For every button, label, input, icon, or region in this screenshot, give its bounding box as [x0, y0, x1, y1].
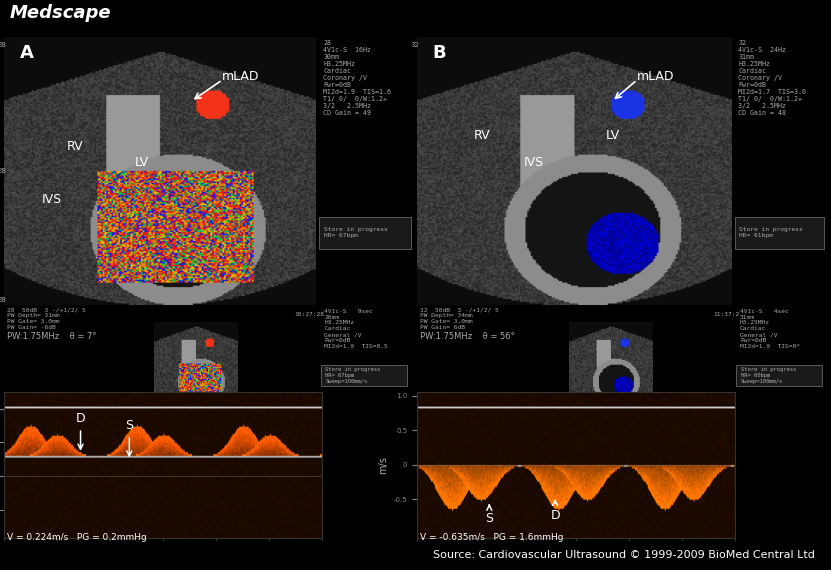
Text: 32: 32 — [411, 42, 420, 48]
Text: S: S — [485, 505, 494, 524]
Text: B: B — [433, 44, 446, 63]
Text: 32
4V1c-S  24Hz
31mm
H3.25MHz
Cardiac
Coronary /V
Pwr=0dB
MI2d=1.7  TIS=3.0
T1/ : 32 4V1c-S 24Hz 31mm H3.25MHz Cardiac Cor… — [739, 40, 806, 116]
Text: S: S — [125, 419, 133, 456]
Text: D: D — [76, 412, 86, 449]
Text: Store in progress
HR= 67bpm: Store in progress HR= 67bpm — [324, 227, 388, 238]
Text: 28: 28 — [0, 168, 7, 174]
Text: V = -0.635m/s   PG = 1.6mmHg: V = -0.635m/s PG = 1.6mmHg — [420, 533, 564, 542]
Text: Store in progress
HR= 60bpm
Sweep=100mm/s: Store in progress HR= 60bpm Sweep=100mm/… — [740, 367, 796, 384]
Text: 28
4V1c-S  16Hz
30mm
H3.25MHz
Cardiac
Coronary /V
Pwr=0dB
MI2d=1.9  TIS=1.6
T1/ : 28 4V1c-S 16Hz 30mm H3.25MHz Cardiac Cor… — [323, 40, 391, 116]
Text: IVS: IVS — [524, 156, 544, 169]
Text: Store in progress
HR= 67bpm
Sweep=100mm/s: Store in progress HR= 67bpm Sweep=100mm/… — [325, 367, 381, 384]
FancyBboxPatch shape — [736, 365, 823, 386]
Text: RV: RV — [66, 140, 83, 153]
Text: 11:37:2: 11:37:2 — [714, 312, 740, 317]
Y-axis label: m/s: m/s — [378, 456, 388, 474]
Text: Medscape: Medscape — [10, 4, 111, 22]
FancyBboxPatch shape — [319, 217, 411, 249]
Text: LV: LV — [606, 129, 620, 142]
Text: 32  50dB  3 -/+1/2/ 5
PW Depth= 34mm
PW Gate= 3.0mm
PW Gain= 6dB: 32 50dB 3 -/+1/2/ 5 PW Depth= 34mm PW Ga… — [420, 307, 499, 330]
Text: LV: LV — [135, 156, 149, 169]
Text: D: D — [550, 500, 560, 522]
Text: Source: Cardiovascular Ultrasound © 1999-2009 BioMed Central Ltd: Source: Cardiovascular Ultrasound © 1999… — [432, 550, 814, 560]
Text: mLAD: mLAD — [223, 70, 260, 83]
Text: PW:1.75MHz    θ = 56°: PW:1.75MHz θ = 56° — [420, 332, 515, 341]
FancyBboxPatch shape — [321, 365, 407, 386]
Text: 10:27:28: 10:27:28 — [294, 312, 324, 317]
Text: V = 0.224m/s   PG = 0.2mmHg: V = 0.224m/s PG = 0.2mmHg — [7, 533, 147, 542]
Text: 4V1c-S   9sec
20mm
H3.25MHz
Cardiac
General /V
Pwr=0dB
MI2d=1.9  TIS=0.5: 4V1c-S 9sec 20mm H3.25MHz Cardiac Genera… — [324, 309, 388, 349]
Text: 4V1c-S   4sec
31mm
H3.25MHz
Cardiac
General /V
Pwr=0dB
MI2d=1.9  TIS=0*: 4V1c-S 4sec 31mm H3.25MHz Cardiac Genera… — [740, 309, 800, 349]
FancyBboxPatch shape — [735, 217, 824, 249]
Text: 28  50dB  3 -/+1/2/ 5
PW Depth= 31mm
PW Gate= 3.0mm
PW Gain= -6dB: 28 50dB 3 -/+1/2/ 5 PW Depth= 31mm PW Ga… — [7, 307, 86, 330]
Text: Store in progress
HR= 61bpm: Store in progress HR= 61bpm — [740, 227, 803, 238]
Text: PW:1.75MHz    θ = 7°: PW:1.75MHz θ = 7° — [7, 332, 97, 341]
Text: 28: 28 — [0, 42, 7, 48]
Text: A: A — [20, 44, 33, 63]
Text: mLAD: mLAD — [637, 70, 675, 83]
Text: 28: 28 — [0, 296, 7, 303]
Text: IVS: IVS — [42, 193, 61, 206]
Text: RV: RV — [474, 129, 490, 142]
